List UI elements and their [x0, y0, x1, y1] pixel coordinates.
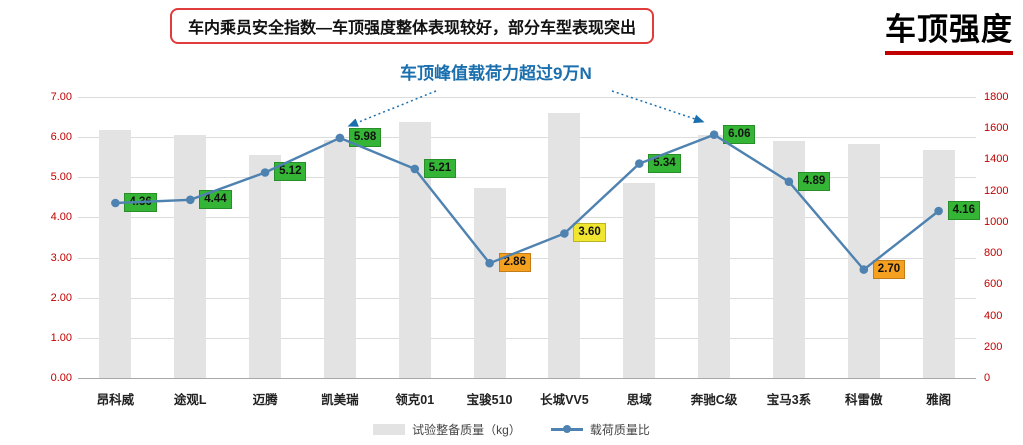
- data-label: 4.36: [124, 192, 157, 212]
- data-label: 5.21: [423, 158, 457, 178]
- left-axis-tick-label: 2.00: [50, 291, 72, 304]
- left-axis-tick-label: 5.00: [50, 171, 72, 184]
- right-axis-tick-label: 400: [984, 309, 1003, 322]
- left-axis-tick-label: 0.00: [50, 372, 72, 384]
- bar: [174, 135, 207, 378]
- data-label: 2.86: [498, 253, 531, 273]
- bar: [249, 154, 282, 378]
- line-swatch-icon: [550, 425, 583, 434]
- gridline: [78, 137, 976, 139]
- gridline: [78, 97, 976, 98]
- data-label: 5.12: [274, 162, 307, 182]
- category-label: 奔驰C级: [690, 393, 738, 407]
- bar: [623, 182, 656, 378]
- right-axis-tick-label: 800: [984, 247, 1003, 260]
- data-label: 3.60: [573, 223, 606, 243]
- data-label: 5.34: [648, 153, 681, 173]
- right-axis-tick-label: 0: [984, 372, 991, 384]
- left-axis-tick-label: 6.00: [50, 131, 72, 144]
- chart-annotation: 车顶峰值载荷力超过9万N: [400, 64, 592, 83]
- category-label: 迈腾: [252, 393, 278, 407]
- right-axis-tick-label: 1600: [984, 122, 1009, 135]
- bar: [922, 150, 955, 378]
- bar: [548, 113, 581, 378]
- data-label: 5.98: [348, 127, 382, 147]
- gridline: [78, 177, 976, 179]
- legend-line-label: 载荷质量比: [589, 423, 650, 437]
- right-axis-tick-label: 1800: [984, 91, 1009, 103]
- bar: [473, 188, 506, 378]
- data-label: 2.70: [872, 259, 906, 279]
- legend-bar-label: 试验整备质量（kg）: [412, 423, 521, 437]
- category-label: 思域: [626, 393, 652, 407]
- bar: [99, 129, 132, 378]
- category-label: 科雷傲: [844, 393, 883, 407]
- data-label: 4.89: [797, 171, 831, 191]
- data-label: 4.44: [199, 189, 232, 209]
- category-label: 昂科威: [96, 393, 135, 407]
- right-axis-tick-label: 200: [984, 340, 1003, 353]
- gridline: [78, 337, 976, 339]
- bar: [698, 134, 731, 378]
- category-label: 长城VV5: [540, 393, 589, 407]
- category-label: 凯美瑞: [321, 393, 359, 407]
- header-note-text: 车内乘员安全指数—车顶强度整体表现较好，部分车型表现突出: [188, 20, 637, 37]
- category-label: 途观L: [173, 393, 207, 407]
- bar: [323, 139, 356, 378]
- right-axis-tick-label: 1000: [984, 215, 1009, 228]
- line-swatch-dot-icon: [562, 425, 571, 434]
- bar-swatch-icon: [373, 424, 406, 435]
- header-note: 车内乘员安全指数—车顶强度整体表现较好，部分车型表现突出: [170, 8, 655, 44]
- category-label: 宝马3系: [766, 393, 812, 407]
- legend-item-bar: 试验整备质量（kg）: [373, 421, 521, 438]
- gridline: [78, 297, 976, 299]
- category-label: 雅阁: [926, 393, 952, 407]
- right-axis-tick-label: 1200: [984, 184, 1009, 197]
- legend: 试验整备质量（kg） 载荷质量比: [0, 421, 1023, 438]
- right-axis-tick-label: 1400: [984, 153, 1009, 166]
- left-axis-tick-label: 1.00: [50, 331, 72, 344]
- legend-item-line: 载荷质量比: [550, 421, 650, 438]
- left-axis-tick-label: 7.00: [50, 91, 72, 103]
- gridline: [78, 217, 976, 219]
- right-axis-tick-label: 600: [984, 278, 1003, 291]
- data-label: 6.06: [723, 124, 756, 144]
- data-label: 4.16: [947, 201, 980, 220]
- left-axis-tick-label: 4.00: [50, 211, 72, 224]
- x-axis-line: [78, 378, 976, 379]
- category-label: 领克01: [395, 393, 435, 407]
- page-title: 车顶强度: [885, 4, 1013, 55]
- left-axis-tick-label: 3.00: [50, 251, 72, 264]
- category-label: 宝骏510: [466, 393, 513, 407]
